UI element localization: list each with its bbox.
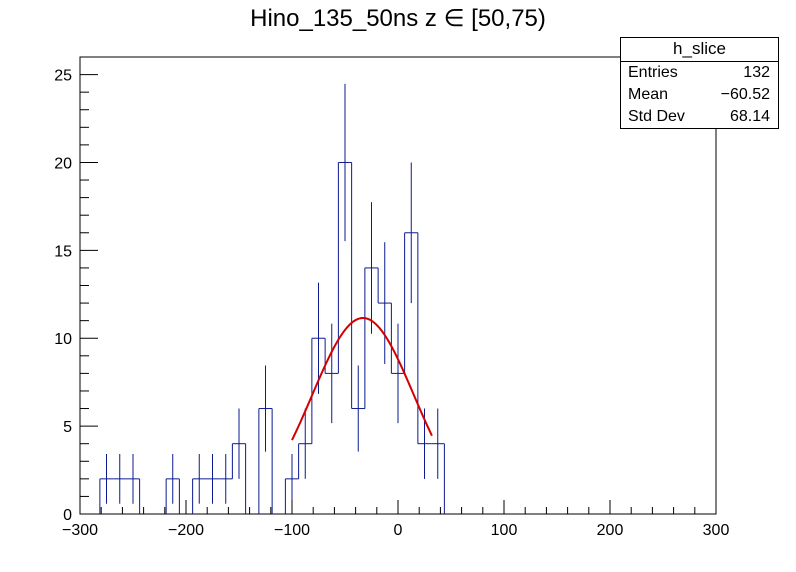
- stats-row-stddev: Std Dev 68.14: [621, 106, 778, 128]
- stats-value: −60.52: [720, 86, 770, 103]
- stats-value: 68.14: [729, 108, 770, 125]
- x-tick-label: −200: [168, 522, 204, 539]
- fit-curve: [291, 317, 433, 441]
- y-tick-label: 25: [54, 68, 72, 85]
- x-tick-label: −100: [274, 522, 310, 539]
- y-tick-label: 10: [54, 331, 72, 348]
- stats-row-mean: Mean −60.52: [621, 84, 778, 106]
- x-tick-label: 200: [597, 522, 624, 539]
- stats-label: Mean: [628, 86, 669, 103]
- stats-value: 132: [743, 64, 770, 81]
- stats-label: Std Dev: [628, 108, 685, 125]
- stats-box: h_slice Entries 132 Mean −60.52 Std Dev …: [620, 37, 779, 129]
- x-tick-label: 100: [491, 522, 518, 539]
- stats-label: Entries: [628, 64, 678, 81]
- x-tick-label: 300: [703, 522, 730, 539]
- x-tick-label: 0: [394, 522, 403, 539]
- y-tick-label: 15: [54, 243, 72, 260]
- y-tick-label: 5: [63, 419, 72, 436]
- chart-title: Hino_135_50ns z ∈ [50,75): [250, 5, 546, 32]
- y-tick-label: 20: [54, 155, 72, 172]
- stats-box-title: h_slice: [621, 38, 778, 62]
- stats-row-entries: Entries 132: [621, 62, 778, 84]
- x-tick-label: −300: [62, 522, 98, 539]
- y-tick-label: 0: [63, 507, 72, 524]
